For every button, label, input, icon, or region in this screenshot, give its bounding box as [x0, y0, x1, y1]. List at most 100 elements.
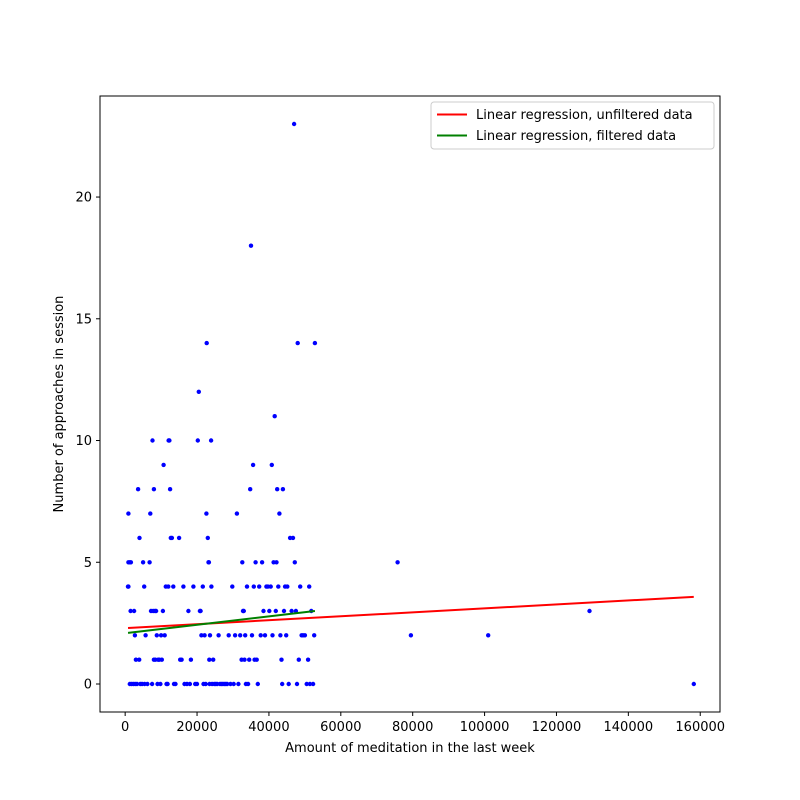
data-point-57 — [173, 681, 178, 687]
data-point-40 — [158, 681, 163, 687]
data-point-69 — [194, 681, 200, 687]
data-point-7 — [125, 584, 131, 589]
data-point-123 — [251, 584, 256, 589]
data-point-104 — [231, 681, 236, 687]
data-point-71 — [196, 389, 201, 394]
data-point-24 — [143, 633, 148, 638]
data-point-15 — [137, 657, 142, 662]
y-tick-label: 10 — [75, 434, 92, 449]
data-point-36 — [154, 633, 159, 638]
data-point-33 — [149, 681, 155, 687]
data-point-106 — [234, 511, 240, 516]
data-point-77 — [202, 633, 207, 638]
data-point-150 — [281, 608, 287, 614]
data-point-66 — [188, 657, 194, 662]
data-point-14 — [133, 657, 139, 662]
data-point-88 — [209, 584, 214, 589]
data-point-70 — [195, 438, 200, 443]
data-point-161 — [294, 681, 300, 687]
data-point-32 — [153, 608, 159, 614]
data-point-94 — [216, 633, 221, 638]
data-point-29 — [150, 438, 155, 443]
y-axis-label: Number of approaches in session — [52, 296, 67, 513]
data-point-140 — [272, 414, 277, 419]
data-point-154 — [286, 681, 291, 687]
data-point-58 — [176, 535, 182, 541]
x-axis-label: Amount of meditation in the last week — [285, 741, 535, 756]
x-tick-label: 60000 — [320, 720, 361, 735]
data-point-64 — [186, 608, 191, 614]
legend-label-unfiltered: Linear regression, unfiltered data — [476, 108, 693, 123]
legend-label-filtered: Linear regression, filtered data — [476, 129, 676, 144]
data-point-75 — [200, 584, 205, 589]
data-point-145 — [277, 511, 282, 516]
data-point-142 — [274, 560, 279, 565]
data-point-112 — [241, 608, 246, 614]
data-point-173 — [310, 681, 316, 687]
data-point-84 — [207, 657, 212, 662]
data-point-147 — [279, 657, 284, 662]
data-point-65 — [187, 681, 193, 687]
plot-frame — [99, 95, 721, 713]
data-point-169 — [305, 657, 311, 662]
data-point-176 — [395, 560, 400, 565]
data-point-17 — [137, 535, 142, 541]
x-tick-label: 80000 — [392, 720, 433, 735]
data-point-171 — [307, 681, 313, 687]
data-point-26 — [147, 560, 152, 565]
data-point-138 — [270, 633, 275, 638]
data-point-153 — [285, 584, 290, 589]
data-point-137 — [269, 462, 274, 468]
x-tick-label: 0 — [121, 720, 129, 735]
data-point-79 — [204, 511, 209, 516]
data-point-67 — [191, 584, 196, 589]
x-tick-label: 100000 — [460, 720, 510, 735]
data-point-49 — [166, 584, 171, 589]
data-point-128 — [257, 584, 262, 589]
data-point-143 — [275, 487, 280, 492]
data-point-114 — [243, 633, 248, 638]
x-tick-label: 120000 — [532, 720, 582, 735]
y-tick-label: 15 — [75, 312, 92, 327]
data-point-43 — [160, 608, 166, 614]
data-point-117 — [245, 681, 251, 687]
data-point-110 — [240, 560, 245, 565]
regression-line-filtered — [127, 609, 316, 634]
data-point-164 — [298, 584, 303, 589]
data-point-48 — [165, 681, 170, 687]
data-point-131 — [261, 608, 266, 614]
data-point-132 — [262, 633, 268, 638]
data-point-41 — [158, 633, 164, 638]
data-point-149 — [280, 487, 286, 492]
data-point-127 — [255, 681, 260, 687]
data-point-116 — [244, 584, 250, 589]
data-point-159 — [292, 560, 297, 565]
y-axis-ticks: 0 5 10 15 20 — [75, 191, 100, 693]
data-point-130 — [259, 560, 265, 565]
data-point-6 — [131, 608, 137, 614]
data-point-42 — [159, 657, 164, 662]
data-point-121 — [249, 633, 255, 638]
data-point-101 — [226, 633, 231, 638]
data-point-78 — [203, 681, 208, 687]
data-point-156 — [289, 608, 294, 614]
data-point-122 — [250, 462, 256, 468]
scatter-points — [125, 121, 696, 687]
data-point-126 — [254, 657, 259, 662]
data-point-105 — [232, 633, 238, 638]
data-point-90 — [211, 657, 216, 662]
data-point-163 — [296, 657, 301, 662]
data-point-144 — [276, 584, 281, 589]
data-point-45 — [162, 633, 167, 638]
data-point-5 — [128, 608, 133, 614]
data-point-107 — [236, 681, 241, 687]
data-point-170 — [307, 584, 312, 589]
data-point-129 — [258, 633, 263, 638]
data-point-167 — [302, 633, 308, 638]
data-point-23 — [145, 681, 150, 687]
x-tick-label: 20000 — [176, 720, 217, 735]
data-point-83 — [206, 560, 212, 565]
data-point-51 — [167, 438, 172, 443]
data-point-13 — [132, 633, 138, 638]
